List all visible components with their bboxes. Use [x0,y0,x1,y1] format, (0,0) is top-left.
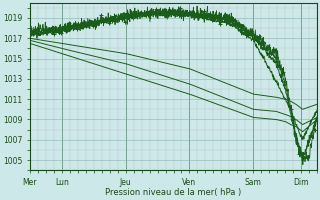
X-axis label: Pression niveau de la mer( hPa ): Pression niveau de la mer( hPa ) [105,188,242,197]
